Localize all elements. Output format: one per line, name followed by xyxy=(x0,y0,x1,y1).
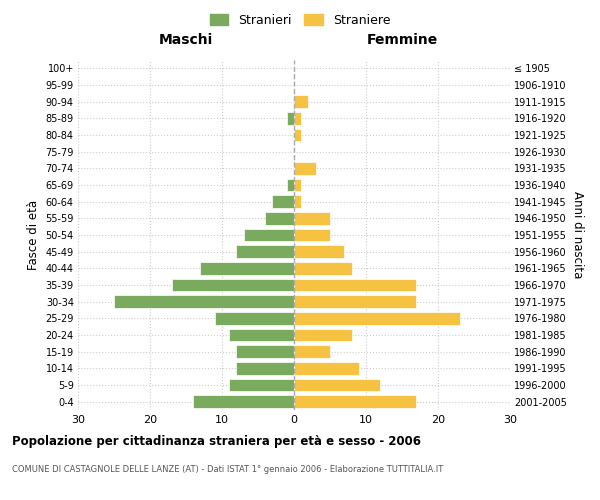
Bar xyxy=(215,312,294,324)
Bar xyxy=(287,179,294,192)
Bar xyxy=(287,112,294,124)
Text: Femmine: Femmine xyxy=(367,32,437,46)
Bar xyxy=(172,279,294,291)
Bar xyxy=(294,229,330,241)
Bar xyxy=(294,379,380,391)
Bar xyxy=(294,129,301,141)
Bar xyxy=(294,329,352,341)
Bar xyxy=(244,229,294,241)
Bar xyxy=(294,396,416,408)
Bar xyxy=(294,262,352,274)
Text: COMUNE DI CASTAGNOLE DELLE LANZE (AT) - Dati ISTAT 1° gennaio 2006 - Elaborazion: COMUNE DI CASTAGNOLE DELLE LANZE (AT) - … xyxy=(12,465,443,474)
Bar xyxy=(200,262,294,274)
Text: Popolazione per cittadinanza straniera per età e sesso - 2006: Popolazione per cittadinanza straniera p… xyxy=(12,435,421,448)
Bar xyxy=(236,246,294,258)
Bar xyxy=(193,396,294,408)
Bar xyxy=(294,346,330,358)
Y-axis label: Fasce di età: Fasce di età xyxy=(27,200,40,270)
Bar xyxy=(294,196,301,208)
Bar xyxy=(229,379,294,391)
Bar xyxy=(229,329,294,341)
Bar xyxy=(294,246,344,258)
Bar xyxy=(294,312,460,324)
Text: Maschi: Maschi xyxy=(159,32,213,46)
Bar xyxy=(236,362,294,374)
Bar xyxy=(294,112,301,124)
Bar xyxy=(294,296,416,308)
Bar xyxy=(294,179,301,192)
Bar xyxy=(272,196,294,208)
Bar xyxy=(294,162,316,174)
Bar xyxy=(265,212,294,224)
Bar xyxy=(294,362,359,374)
Bar xyxy=(236,346,294,358)
Bar xyxy=(294,96,308,108)
Legend: Stranieri, Straniere: Stranieri, Straniere xyxy=(205,8,395,32)
Bar xyxy=(114,296,294,308)
Y-axis label: Anni di nascita: Anni di nascita xyxy=(571,192,584,278)
Bar xyxy=(294,279,416,291)
Bar xyxy=(294,212,330,224)
